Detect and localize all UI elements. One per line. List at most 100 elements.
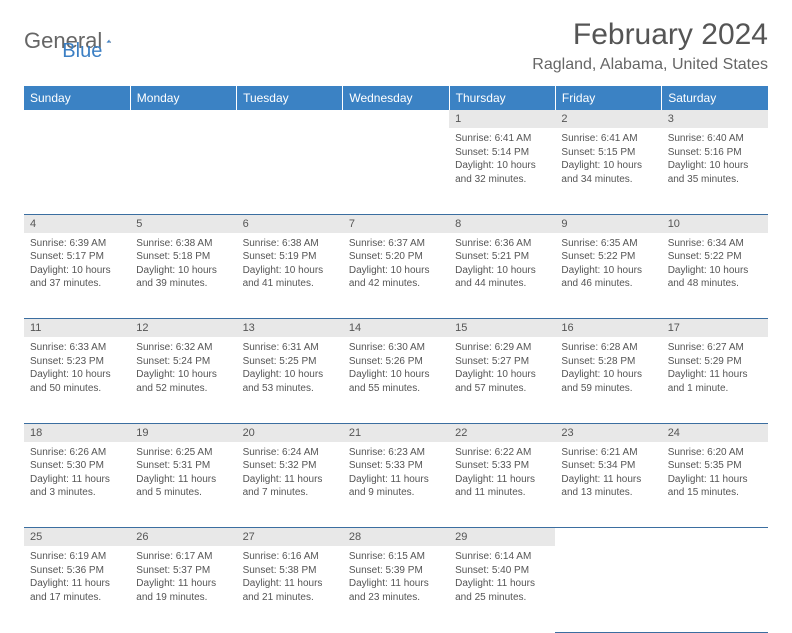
day-number: 10 (662, 214, 768, 233)
col-thursday: Thursday (449, 86, 555, 110)
day-number (24, 110, 130, 128)
sunset: Sunset: 5:27 PM (455, 355, 549, 369)
day-number: 4 (24, 214, 130, 233)
daylight-line1: Daylight: 11 hours (668, 368, 762, 382)
week-row: Sunrise: 6:26 AMSunset: 5:30 PMDaylight:… (24, 442, 768, 528)
daylight-line1: Daylight: 10 hours (349, 368, 443, 382)
daylight-line2: and 1 minute. (668, 382, 762, 396)
daylight-line1: Daylight: 10 hours (243, 264, 337, 278)
day-cell: Sunrise: 6:23 AMSunset: 5:33 PMDaylight:… (343, 442, 449, 528)
daylight-line1: Daylight: 10 hours (455, 368, 549, 382)
day-cell (130, 128, 236, 214)
daylight-line1: Daylight: 11 hours (136, 473, 230, 487)
day-info: Sunrise: 6:28 AMSunset: 5:28 PMDaylight:… (561, 341, 655, 395)
day-number: 15 (449, 319, 555, 338)
sunset: Sunset: 5:37 PM (136, 564, 230, 578)
sunrise: Sunrise: 6:34 AM (668, 237, 762, 251)
day-number: 26 (130, 528, 236, 547)
day-cell: Sunrise: 6:16 AMSunset: 5:38 PMDaylight:… (237, 546, 343, 632)
week-row: Sunrise: 6:39 AMSunset: 5:17 PMDaylight:… (24, 233, 768, 319)
daylight-line2: and 50 minutes. (30, 382, 124, 396)
daylight-line2: and 59 minutes. (561, 382, 655, 396)
sunrise: Sunrise: 6:32 AM (136, 341, 230, 355)
sunset: Sunset: 5:24 PM (136, 355, 230, 369)
day-number: 23 (555, 423, 661, 442)
sunset: Sunset: 5:31 PM (136, 459, 230, 473)
day-number: 21 (343, 423, 449, 442)
day-number (130, 110, 236, 128)
daylight-line1: Daylight: 11 hours (30, 473, 124, 487)
sunrise: Sunrise: 6:40 AM (668, 132, 762, 146)
day-cell (662, 546, 768, 632)
daylight-line1: Daylight: 10 hours (455, 264, 549, 278)
day-info: Sunrise: 6:40 AMSunset: 5:16 PMDaylight:… (668, 132, 762, 186)
daylight-line1: Daylight: 10 hours (668, 264, 762, 278)
daylight-line2: and 7 minutes. (243, 486, 337, 500)
day-info: Sunrise: 6:38 AMSunset: 5:18 PMDaylight:… (136, 237, 230, 291)
daylight-line2: and 39 minutes. (136, 277, 230, 291)
daylight-line2: and 42 minutes. (349, 277, 443, 291)
day-info: Sunrise: 6:32 AMSunset: 5:24 PMDaylight:… (136, 341, 230, 395)
sunrise: Sunrise: 6:14 AM (455, 550, 549, 564)
week-row: Sunrise: 6:41 AMSunset: 5:14 PMDaylight:… (24, 128, 768, 214)
sunset: Sunset: 5:28 PM (561, 355, 655, 369)
daylight-line1: Daylight: 11 hours (668, 473, 762, 487)
daylight-line1: Daylight: 10 hours (349, 264, 443, 278)
day-cell: Sunrise: 6:15 AMSunset: 5:39 PMDaylight:… (343, 546, 449, 632)
day-cell: Sunrise: 6:32 AMSunset: 5:24 PMDaylight:… (130, 337, 236, 423)
daylight-line1: Daylight: 10 hours (561, 264, 655, 278)
day-number: 27 (237, 528, 343, 547)
day-number-row: 45678910 (24, 214, 768, 233)
week-row: Sunrise: 6:19 AMSunset: 5:36 PMDaylight:… (24, 546, 768, 632)
day-number: 16 (555, 319, 661, 338)
day-info: Sunrise: 6:31 AMSunset: 5:25 PMDaylight:… (243, 341, 337, 395)
day-info: Sunrise: 6:41 AMSunset: 5:14 PMDaylight:… (455, 132, 549, 186)
day-cell: Sunrise: 6:26 AMSunset: 5:30 PMDaylight:… (24, 442, 130, 528)
daylight-line1: Daylight: 11 hours (561, 473, 655, 487)
day-info: Sunrise: 6:35 AMSunset: 5:22 PMDaylight:… (561, 237, 655, 291)
daylight-line1: Daylight: 10 hours (561, 368, 655, 382)
sunset: Sunset: 5:18 PM (136, 250, 230, 264)
day-number: 7 (343, 214, 449, 233)
day-number-row: 123 (24, 110, 768, 128)
day-cell: Sunrise: 6:29 AMSunset: 5:27 PMDaylight:… (449, 337, 555, 423)
daylight-line2: and 11 minutes. (455, 486, 549, 500)
daylight-line2: and 35 minutes. (668, 173, 762, 187)
daylight-line2: and 32 minutes. (455, 173, 549, 187)
sunrise: Sunrise: 6:39 AM (30, 237, 124, 251)
day-cell: Sunrise: 6:25 AMSunset: 5:31 PMDaylight:… (130, 442, 236, 528)
day-number-row: 18192021222324 (24, 423, 768, 442)
day-number: 14 (343, 319, 449, 338)
sunset: Sunset: 5:22 PM (668, 250, 762, 264)
day-number: 20 (237, 423, 343, 442)
sunrise: Sunrise: 6:38 AM (243, 237, 337, 251)
sunrise: Sunrise: 6:17 AM (136, 550, 230, 564)
sunrise: Sunrise: 6:16 AM (243, 550, 337, 564)
daylight-line1: Daylight: 10 hours (455, 159, 549, 173)
daylight-line1: Daylight: 10 hours (30, 368, 124, 382)
sunrise: Sunrise: 6:26 AM (30, 446, 124, 460)
daylight-line1: Daylight: 10 hours (30, 264, 124, 278)
daylight-line2: and 25 minutes. (455, 591, 549, 605)
day-number: 2 (555, 110, 661, 128)
daylight-line1: Daylight: 11 hours (243, 577, 337, 591)
day-number: 22 (449, 423, 555, 442)
day-cell: Sunrise: 6:31 AMSunset: 5:25 PMDaylight:… (237, 337, 343, 423)
daylight-line2: and 21 minutes. (243, 591, 337, 605)
day-cell: Sunrise: 6:39 AMSunset: 5:17 PMDaylight:… (24, 233, 130, 319)
day-info: Sunrise: 6:21 AMSunset: 5:34 PMDaylight:… (561, 446, 655, 500)
daylight-line2: and 19 minutes. (136, 591, 230, 605)
day-number: 28 (343, 528, 449, 547)
day-cell: Sunrise: 6:27 AMSunset: 5:29 PMDaylight:… (662, 337, 768, 423)
daylight-line2: and 5 minutes. (136, 486, 230, 500)
col-saturday: Saturday (662, 86, 768, 110)
day-info: Sunrise: 6:37 AMSunset: 5:20 PMDaylight:… (349, 237, 443, 291)
day-cell: Sunrise: 6:19 AMSunset: 5:36 PMDaylight:… (24, 546, 130, 632)
day-number: 3 (662, 110, 768, 128)
day-cell: Sunrise: 6:33 AMSunset: 5:23 PMDaylight:… (24, 337, 130, 423)
day-cell: Sunrise: 6:21 AMSunset: 5:34 PMDaylight:… (555, 442, 661, 528)
day-number: 6 (237, 214, 343, 233)
daylight-line1: Daylight: 11 hours (30, 577, 124, 591)
day-info: Sunrise: 6:26 AMSunset: 5:30 PMDaylight:… (30, 446, 124, 500)
day-info: Sunrise: 6:24 AMSunset: 5:32 PMDaylight:… (243, 446, 337, 500)
